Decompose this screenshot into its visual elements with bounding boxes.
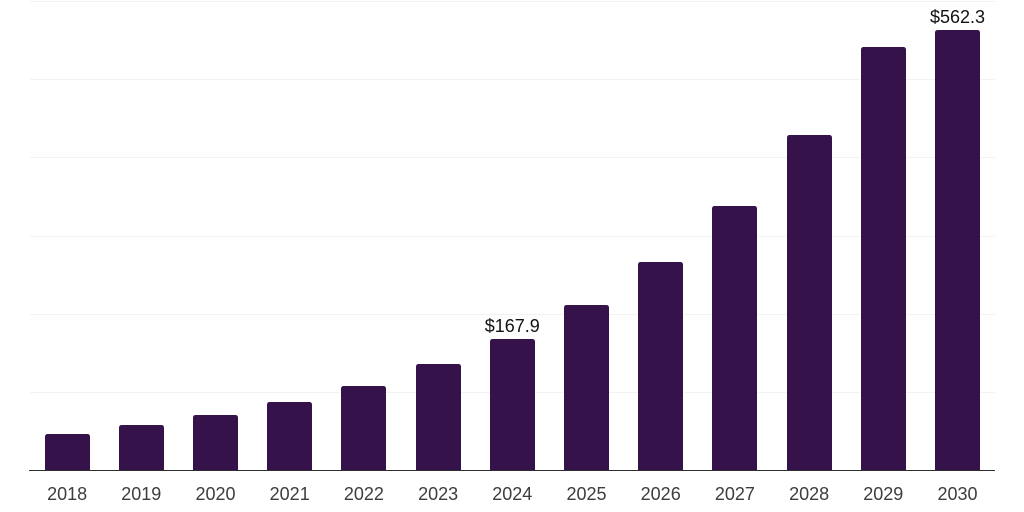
x-tick-label-2023: 2023 — [418, 484, 459, 504]
gridline-400 — [30, 157, 995, 159]
bar-2030 — [935, 30, 980, 470]
bar-2020 — [193, 415, 238, 470]
x-tick-label-2026: 2026 — [640, 484, 681, 504]
gridline-200 — [30, 313, 995, 315]
bar-2027 — [712, 206, 758, 470]
x-tick-label-2020: 2020 — [195, 484, 236, 504]
gridline-300 — [30, 235, 995, 237]
bar-2019 — [118, 425, 164, 470]
x-tick-label-2027: 2027 — [714, 484, 755, 504]
x-tick-label-2022: 2022 — [343, 484, 384, 504]
gridline-500 — [30, 79, 995, 81]
x-axis-line — [29, 469, 995, 471]
x-tick-label-2028: 2028 — [789, 484, 830, 504]
x-tick-label-2029: 2029 — [863, 484, 904, 504]
bar-2022 — [341, 385, 387, 470]
x-tick-label-2024: 2024 — [492, 484, 533, 504]
bar-2021 — [267, 401, 313, 470]
x-tick-label-2021: 2021 — [269, 484, 310, 504]
data-label-2024: $167.9 — [484, 315, 540, 336]
x-tick-label-2025: 2025 — [566, 484, 607, 504]
bar-2023 — [415, 364, 461, 470]
bar-2028 — [786, 134, 832, 470]
bar-2026 — [638, 261, 684, 470]
bar-2024 — [489, 338, 535, 470]
gridline-600 — [30, 1, 995, 2]
bar-2025 — [564, 305, 609, 470]
x-tick-label-2030: 2030 — [937, 484, 978, 504]
data-label-2030: $562.3 — [929, 7, 986, 28]
bar-2029 — [860, 46, 906, 470]
x-tick-label-2018: 2018 — [47, 484, 88, 504]
bar-2018 — [44, 434, 90, 470]
x-tick-label-2019: 2019 — [121, 484, 162, 504]
